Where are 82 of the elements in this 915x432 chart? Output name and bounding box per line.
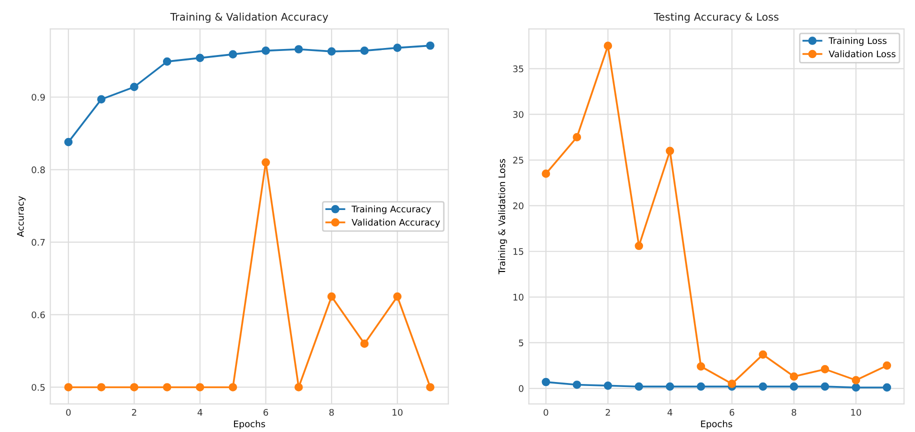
y-tick-label: 30	[513, 111, 524, 118]
x-tick-label: 0	[544, 408, 548, 416]
point	[426, 41, 434, 50]
point	[262, 46, 270, 55]
legend-label: Training Loss	[828, 37, 886, 46]
point	[426, 383, 434, 392]
point	[393, 44, 402, 52]
point	[852, 376, 860, 384]
y-tick-label: 35	[513, 65, 524, 72]
y-tick-label: 5	[518, 340, 524, 346]
x-tick-label: 6	[730, 408, 734, 416]
point	[360, 340, 369, 348]
point	[162, 57, 172, 66]
point	[360, 46, 369, 55]
point	[97, 383, 106, 392]
point	[882, 383, 892, 392]
y-tick-label: 0.9	[32, 94, 45, 101]
point	[64, 383, 73, 392]
x-tick-label: 0	[66, 408, 71, 416]
y-tick-label: 25	[513, 156, 524, 164]
point	[820, 382, 830, 391]
y-axis-title: Accuracy	[17, 196, 26, 237]
point	[327, 292, 336, 301]
y-tick-label: 20	[513, 202, 524, 210]
chart-title: Testing Accuracy & Loss	[654, 12, 778, 23]
chart-title: Training & Validation Accuracy	[170, 12, 328, 23]
point	[728, 380, 736, 388]
legend-label: Validation Accuracy	[352, 218, 440, 228]
point	[604, 381, 612, 390]
point	[262, 158, 270, 167]
x-tick-label: 2	[606, 408, 610, 416]
point	[820, 365, 830, 374]
point	[327, 47, 336, 56]
x-tick-label: 10	[392, 408, 403, 416]
x-tick-label: 2	[132, 408, 136, 416]
point	[130, 82, 138, 92]
x-tick-label: 6	[264, 408, 268, 416]
point	[196, 383, 204, 392]
point	[696, 362, 706, 371]
point	[634, 382, 644, 391]
point	[666, 146, 674, 156]
point	[696, 382, 706, 391]
point	[852, 383, 860, 392]
x-axis-title: Epochs	[234, 420, 266, 430]
x-axis-title: Epochs	[701, 420, 732, 430]
point	[228, 50, 238, 58]
point	[196, 54, 204, 62]
point	[393, 292, 402, 301]
point	[604, 42, 612, 50]
point	[758, 350, 768, 359]
point	[542, 170, 550, 178]
x-tick-label: 8	[792, 408, 796, 416]
legend-label: Validation Loss	[828, 50, 896, 58]
point	[666, 382, 674, 391]
y-axis-title: Training & Validation Loss	[498, 159, 507, 274]
x-tick-label: 8	[329, 408, 334, 416]
y-tick-label: 0.5	[32, 384, 45, 391]
x-tick-label: 10	[851, 408, 862, 416]
x-tick-label: 4	[668, 409, 672, 416]
legend-label: Training Accuracy	[352, 205, 431, 214]
point	[572, 380, 582, 389]
point	[882, 361, 892, 370]
y-tick-label: 0.7	[32, 238, 45, 246]
point	[294, 383, 303, 392]
y-tick-label: 0.8	[32, 166, 45, 174]
point	[790, 382, 798, 391]
point	[64, 138, 73, 146]
point	[790, 372, 798, 381]
point	[542, 378, 550, 386]
y-tick-label: 10	[514, 294, 524, 301]
y-tick-label: 0	[518, 385, 524, 392]
point	[228, 383, 238, 392]
x-tick-label: 4	[198, 409, 202, 416]
y-tick-label: 15	[514, 248, 524, 255]
point	[758, 382, 768, 391]
point	[634, 242, 644, 250]
point	[572, 133, 582, 142]
point	[97, 95, 106, 104]
point	[130, 383, 138, 392]
point	[294, 45, 303, 54]
point	[162, 383, 172, 392]
y-tick-label: 0.6	[32, 311, 45, 318]
